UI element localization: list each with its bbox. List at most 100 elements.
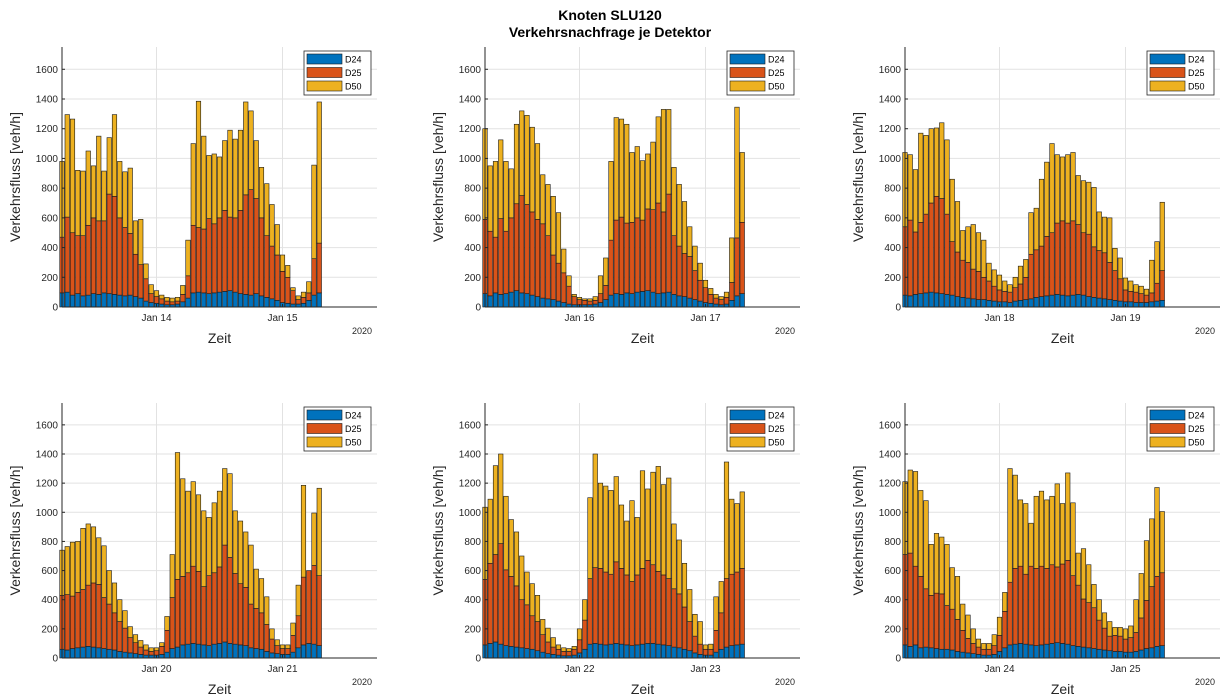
bar-segment-d24 <box>487 643 493 659</box>
bar-segment-d24 <box>960 297 966 308</box>
bar-segment-d50 <box>519 110 525 196</box>
bar-segment-d24 <box>180 644 186 659</box>
legend-swatch-d25 <box>306 423 343 434</box>
bar-segment-d25 <box>524 604 530 649</box>
bar-segment-d25 <box>975 271 982 300</box>
bar-segment-d25 <box>907 219 913 297</box>
bar-segment-d25 <box>949 608 955 651</box>
bar-segment-d50 <box>1059 156 1066 222</box>
bar-segment-d24 <box>912 644 919 659</box>
y-tick-label: 600 <box>884 566 901 577</box>
bar-segment-d24 <box>981 299 987 308</box>
legend-label-d25: D25 <box>1188 68 1205 78</box>
bar-segment-d24 <box>295 647 301 659</box>
bar-segment-d24 <box>216 291 223 308</box>
bar-segment-d50 <box>211 153 217 225</box>
bar-segment-d50 <box>634 146 640 219</box>
bar-segment-d24 <box>1086 647 1092 659</box>
legend-label-d50: D50 <box>345 82 362 92</box>
bar-segment-d25 <box>991 645 997 655</box>
bar-segment-d24 <box>1101 298 1108 308</box>
y-tick-label: 0 <box>475 303 481 314</box>
legend-swatch-d24 <box>729 409 766 421</box>
bar-segment-d24 <box>645 290 651 308</box>
bar-segment-d24 <box>1159 300 1165 308</box>
bar-segment-d50 <box>986 262 992 282</box>
bar-segment-d25 <box>503 230 509 294</box>
bar-segment-d50 <box>503 495 509 571</box>
bar-segment-d24 <box>96 294 102 308</box>
bar-segment-d25 <box>138 646 144 655</box>
legend-swatch-d50 <box>306 80 343 92</box>
bar-segment-d25 <box>933 592 940 649</box>
bar-segment-d25 <box>975 646 982 655</box>
bar-segment-d24 <box>69 648 76 659</box>
y-tick-label: 400 <box>41 243 58 254</box>
bar-segment-d50 <box>222 468 228 546</box>
bar-segment-d25 <box>285 648 291 655</box>
bar-segment-d50 <box>1017 499 1024 567</box>
bar-segment-d25 <box>618 568 625 645</box>
y-tick-label: 1600 <box>459 65 482 76</box>
bar-segment-d50 <box>713 294 719 299</box>
bar-segment-d50 <box>285 644 291 649</box>
bar-segment-d50 <box>629 500 635 582</box>
bar-segment-d24 <box>127 294 133 308</box>
bar-segment-d25 <box>237 210 244 294</box>
bar-segment-d25 <box>1023 276 1029 300</box>
bar-segment-d25 <box>550 646 556 655</box>
bar-segment-d25 <box>96 584 102 649</box>
bar-segment-d50 <box>211 502 217 574</box>
bar-segment-d25 <box>923 588 929 648</box>
bar-segment-d25 <box>1149 292 1155 303</box>
bar-segment-d50 <box>498 453 504 544</box>
y-axis-title: Verkehrsfluss [veh/h] <box>7 112 23 242</box>
bar-segment-d50 <box>939 122 945 199</box>
year-label: 2020 <box>775 677 795 687</box>
bar-segment-d50 <box>222 140 228 211</box>
bar-segment-d24 <box>69 294 76 308</box>
bar-segment-d24 <box>1028 298 1034 308</box>
bar-segment-d25 <box>164 630 170 653</box>
x-tick-label: Jan 17 <box>690 313 720 324</box>
bar-segment-d50 <box>912 471 919 567</box>
bar-segment-d25 <box>290 635 296 653</box>
bar-segment-d25 <box>1038 245 1045 297</box>
bar-segment-d24 <box>101 292 107 308</box>
legend-label-d24: D24 <box>768 411 785 421</box>
bar-segment-d25 <box>1049 232 1055 296</box>
bar-segment-d50 <box>237 129 244 211</box>
bar-segment-d50 <box>90 526 97 584</box>
bar-segment-d24 <box>1049 294 1055 308</box>
bar-segment-d24 <box>1044 295 1050 308</box>
legend-label-d50: D50 <box>1188 82 1205 92</box>
bar-segment-d50 <box>311 164 317 260</box>
bar-segment-d50 <box>666 477 672 579</box>
bar-segment-d25 <box>1002 291 1008 303</box>
bar-segment-d25 <box>597 568 604 645</box>
y-tick-label: 1400 <box>459 450 482 461</box>
bar-segment-d50 <box>1091 584 1097 609</box>
bar-segment-d24 <box>1023 643 1029 659</box>
bar-segment-d25 <box>143 278 149 302</box>
bar-segment-d25 <box>933 196 940 294</box>
y-axis-title: Verkehrsfluss [veh/h] <box>7 466 23 596</box>
bar-segment-d25 <box>195 227 202 293</box>
bar-segment-d50 <box>190 481 196 567</box>
bar-segment-d50 <box>487 498 493 564</box>
bar-segment-d25 <box>629 222 635 294</box>
bar-segment-d50 <box>965 226 971 263</box>
y-tick-label: 1000 <box>36 508 59 519</box>
bar-segment-d50 <box>1086 564 1092 603</box>
bar-segment-d25 <box>991 285 997 302</box>
y-tick-label: 1400 <box>459 95 482 106</box>
bar-segment-d50 <box>164 297 170 302</box>
bar-segment-d24 <box>148 302 154 308</box>
bar-segment-d50 <box>85 150 91 226</box>
bar-segment-d50 <box>697 262 703 281</box>
bar-segment-d25 <box>106 603 112 650</box>
bar-segment-d25 <box>576 299 583 306</box>
bar-segment-d24 <box>132 296 139 308</box>
bar-segment-d25 <box>232 573 238 645</box>
bar-segment-d50 <box>571 646 577 650</box>
